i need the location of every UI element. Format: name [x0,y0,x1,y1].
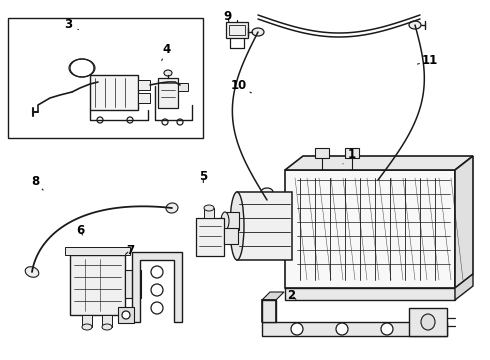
Ellipse shape [166,203,178,213]
Text: 8: 8 [31,175,43,190]
Polygon shape [455,274,473,300]
Text: 3: 3 [65,18,78,31]
Bar [262,322,447,336]
Bar [65,247,130,255]
Bar [90,75,138,110]
Bar [285,170,455,288]
Bar [82,315,92,327]
Ellipse shape [164,70,172,76]
Text: 1: 1 [343,148,356,164]
Bar [125,270,141,298]
Ellipse shape [25,267,39,277]
Ellipse shape [372,168,384,176]
Bar [315,148,329,158]
Bar [262,300,276,322]
Text: 7: 7 [125,244,134,257]
Bar [224,228,238,244]
Bar [225,212,239,230]
Ellipse shape [374,185,382,199]
Circle shape [151,302,163,314]
Circle shape [291,323,303,335]
Text: 9: 9 [224,10,232,23]
Ellipse shape [204,205,214,211]
Circle shape [122,311,130,319]
Polygon shape [455,156,473,288]
Bar [158,78,178,108]
Circle shape [336,323,348,335]
Text: 10: 10 [231,79,251,93]
Polygon shape [132,252,182,322]
Bar [8,18,203,138]
Circle shape [127,117,133,123]
Bar [285,288,455,300]
Text: 4: 4 [162,43,171,60]
Text: 11: 11 [417,54,439,67]
Bar [178,83,188,91]
Bar [345,148,359,158]
Circle shape [162,119,168,125]
Text: 6: 6 [77,224,85,237]
Bar [226,22,248,38]
Ellipse shape [252,28,264,36]
Bar [261,192,273,212]
Bar [70,255,125,315]
Bar [372,172,384,192]
Ellipse shape [409,21,421,29]
Ellipse shape [221,212,229,230]
Text: 5: 5 [199,170,207,183]
Ellipse shape [421,314,435,330]
Text: 2: 2 [288,289,296,302]
Bar [102,315,112,327]
Bar [229,25,245,35]
Ellipse shape [263,205,271,219]
Circle shape [97,117,103,123]
Ellipse shape [261,188,273,196]
Bar [118,307,134,323]
Bar [138,80,150,90]
Ellipse shape [102,324,112,330]
Circle shape [151,266,163,278]
Polygon shape [285,156,473,170]
Bar [409,308,447,336]
Circle shape [177,119,183,125]
Ellipse shape [82,324,92,330]
Ellipse shape [230,192,244,260]
Bar [237,192,292,260]
Circle shape [151,284,163,296]
Bar [204,208,214,218]
Polygon shape [262,292,284,300]
Circle shape [381,323,393,335]
Bar [196,218,224,256]
Bar [138,93,150,103]
